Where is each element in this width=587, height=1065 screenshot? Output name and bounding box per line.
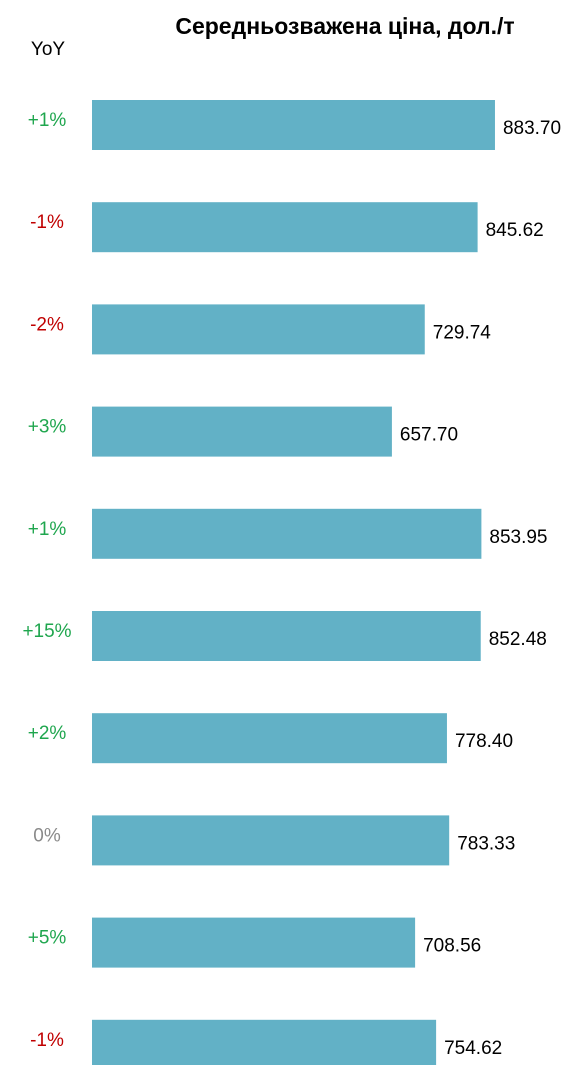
yoy-label: -1% (30, 1030, 64, 1051)
value-label: 657.70 (400, 425, 458, 446)
bar (92, 611, 481, 661)
bar (92, 713, 447, 764)
value-label: 754.62 (444, 1038, 502, 1059)
bar (92, 304, 425, 355)
chart-title: Середньозважена ціна, дол./т (175, 13, 514, 39)
yoy-label: -1% (30, 212, 64, 233)
bar (92, 917, 416, 968)
bar (92, 100, 495, 150)
yoy-header: YoY (31, 39, 65, 60)
yoy-label: +15% (22, 621, 71, 642)
bar (92, 508, 482, 559)
yoy-label: +5% (28, 928, 67, 949)
value-label: 853.95 (489, 527, 547, 548)
yoy-label: +1% (28, 110, 67, 131)
bar (92, 202, 478, 253)
value-label: 852.48 (489, 629, 547, 650)
yoy-label: +3% (28, 417, 67, 438)
value-label: 708.56 (423, 936, 481, 957)
yoy-label: +2% (28, 723, 67, 744)
bar (92, 815, 450, 866)
value-label: 729.74 (433, 322, 492, 343)
yoy-label: -2% (30, 314, 64, 335)
value-label: 845.62 (486, 220, 544, 241)
yoy-label: +1% (28, 519, 67, 540)
value-label: 883.70 (503, 118, 561, 139)
bar (92, 1019, 437, 1065)
yoy-label: 0% (33, 825, 61, 846)
value-label: 783.33 (457, 833, 515, 854)
value-label: 778.40 (455, 731, 513, 752)
bar (92, 406, 392, 457)
